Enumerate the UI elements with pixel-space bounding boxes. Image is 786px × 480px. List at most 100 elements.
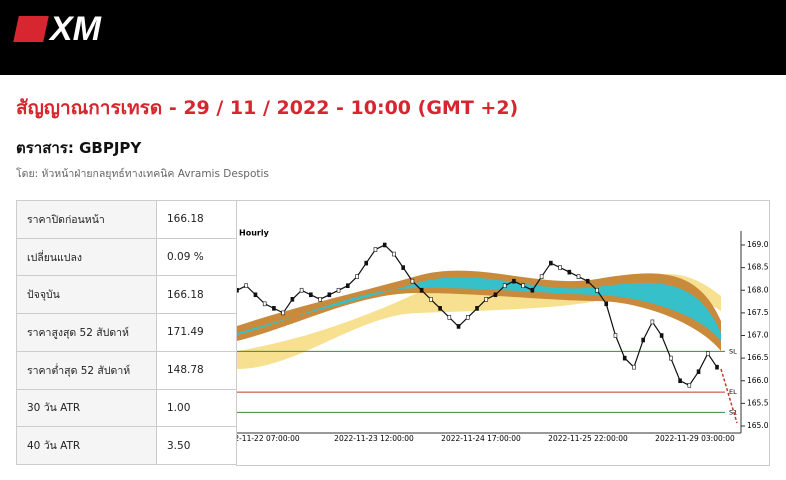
candle <box>373 247 378 252</box>
candle <box>244 283 249 289</box>
candle <box>595 287 599 293</box>
candle <box>438 306 442 311</box>
candle <box>447 315 452 320</box>
stat-label: เปลี่ยนแปลง <box>16 237 157 277</box>
candle <box>262 301 267 307</box>
stat-label: ปัจจุบัน <box>16 275 157 315</box>
x-tick-label: 2022-11-25 22:00:00 <box>548 434 628 443</box>
level-label: SL <box>729 347 737 355</box>
band-teal <box>237 277 721 341</box>
logo[interactable]: XM <box>13 10 101 49</box>
candle <box>512 278 516 284</box>
stats-table: ราคาปิดก่อนหน้า 166.18 เปลี่ยนแปลง 0.09 % ปั… <box>16 200 237 465</box>
candle <box>502 283 507 289</box>
y-tick-label: 169.00 <box>747 240 770 249</box>
chart-label: Hourly <box>239 229 270 238</box>
candle <box>309 292 313 298</box>
table-row: ราคาสูงสุด 52 สัปดาห์ 171.49 <box>16 313 237 352</box>
instrument: ตราสาร: GBPJPY <box>16 139 142 157</box>
stat-value: 166.18 <box>156 275 237 315</box>
candle <box>549 260 553 266</box>
y-tick-label: 165.00 <box>747 421 770 430</box>
candle <box>650 319 655 325</box>
y-tick-label: 165.50 <box>747 398 770 407</box>
stat-value: 166.18 <box>156 200 237 239</box>
candle <box>429 297 433 302</box>
x-tick-label: 2022-11-23 12:00:00 <box>334 434 414 443</box>
header: XM <box>0 0 786 75</box>
stat-value: 1.00 <box>156 388 237 428</box>
candle <box>585 278 590 284</box>
candle <box>401 265 405 270</box>
y-tick-label: 166.50 <box>747 353 770 362</box>
y-tick-label: 167.50 <box>747 308 770 317</box>
stat-value: 3.50 <box>156 426 237 465</box>
table-row: ราคาต่ำสุด 52 สัปดาห์ 148.78 <box>16 350 237 390</box>
candle <box>327 292 332 298</box>
stat-label: ราคาสูงสุด 52 สัปดาห์ <box>16 313 157 352</box>
candle <box>465 315 470 320</box>
candle <box>456 324 461 329</box>
candle <box>272 306 276 311</box>
candle <box>382 242 387 248</box>
x-tick-label: 2022-11-29 03:00:00 <box>655 434 735 443</box>
stat-value: 148.78 <box>156 350 237 390</box>
stat-value: 0.09 % <box>156 237 237 277</box>
candle <box>253 292 258 298</box>
stat-value: 171.49 <box>156 313 237 352</box>
candle <box>715 364 719 370</box>
target-arrow <box>720 368 738 424</box>
candle <box>669 355 673 361</box>
stat-label: 40 วัน ATR <box>16 426 157 465</box>
candle <box>475 306 479 311</box>
candle <box>632 364 636 370</box>
candle <box>364 260 369 266</box>
candle <box>613 333 618 338</box>
candle <box>604 301 609 307</box>
candle <box>493 292 498 298</box>
author: โดย: หัวหน้าฝ่ายกลยุทธ์ทางเทคนิค Avramis… <box>16 168 269 180</box>
candle <box>345 283 350 289</box>
candle <box>558 265 562 270</box>
candle <box>530 287 535 293</box>
candle <box>410 278 415 284</box>
x-tick-label: 2-11-22 07:00:00 <box>236 434 300 443</box>
table-row: เปลี่ยนแปลง 0.09 % <box>16 237 237 277</box>
table-row: 40 วัน ATR 3.50 <box>16 426 237 465</box>
stat-label: 30 วัน ATR <box>16 388 157 428</box>
title: สัญญาณการเทรด - 29 / 11 / 2022 - 10:00 (… <box>16 97 519 119</box>
stat-label: ราคาต่ำสุด 52 สัปดาห์ <box>16 350 157 390</box>
candle <box>392 251 396 257</box>
candle <box>521 283 525 289</box>
y-tick-label: 168.50 <box>747 263 770 272</box>
table-row: 30 วัน ATR 1.00 <box>16 388 237 428</box>
level-label: EL <box>729 388 737 396</box>
candle <box>678 378 682 384</box>
candle <box>419 287 424 293</box>
candle <box>336 287 341 293</box>
table-row: ราคาปิดก่อนหน้า 166.18 <box>16 200 237 239</box>
candle <box>696 369 701 374</box>
table-row: ปัจจุบัน 166.18 <box>16 275 237 315</box>
candle <box>484 297 489 302</box>
y-tick-label: 168.00 <box>747 285 770 294</box>
candle <box>567 269 572 275</box>
candle <box>299 287 304 293</box>
candle <box>705 351 710 356</box>
chart: Hourly 165.00 165.50 166.00 166.50 167.00 167.… <box>236 200 770 466</box>
candle <box>539 274 544 279</box>
candle <box>355 274 359 279</box>
logo-text: XM <box>50 10 101 48</box>
candle <box>622 355 627 361</box>
stat-label: ราคาปิดก่อนหน้า <box>16 200 157 239</box>
candle <box>290 297 295 302</box>
candle <box>659 333 664 338</box>
candle <box>318 297 322 302</box>
x-tick-label: 2022-11-24 17:00:00 <box>441 434 521 443</box>
candle <box>576 274 581 279</box>
candle <box>237 287 239 293</box>
candle <box>687 382 692 388</box>
y-tick-label: 166.00 <box>747 376 770 385</box>
candle <box>641 337 645 343</box>
